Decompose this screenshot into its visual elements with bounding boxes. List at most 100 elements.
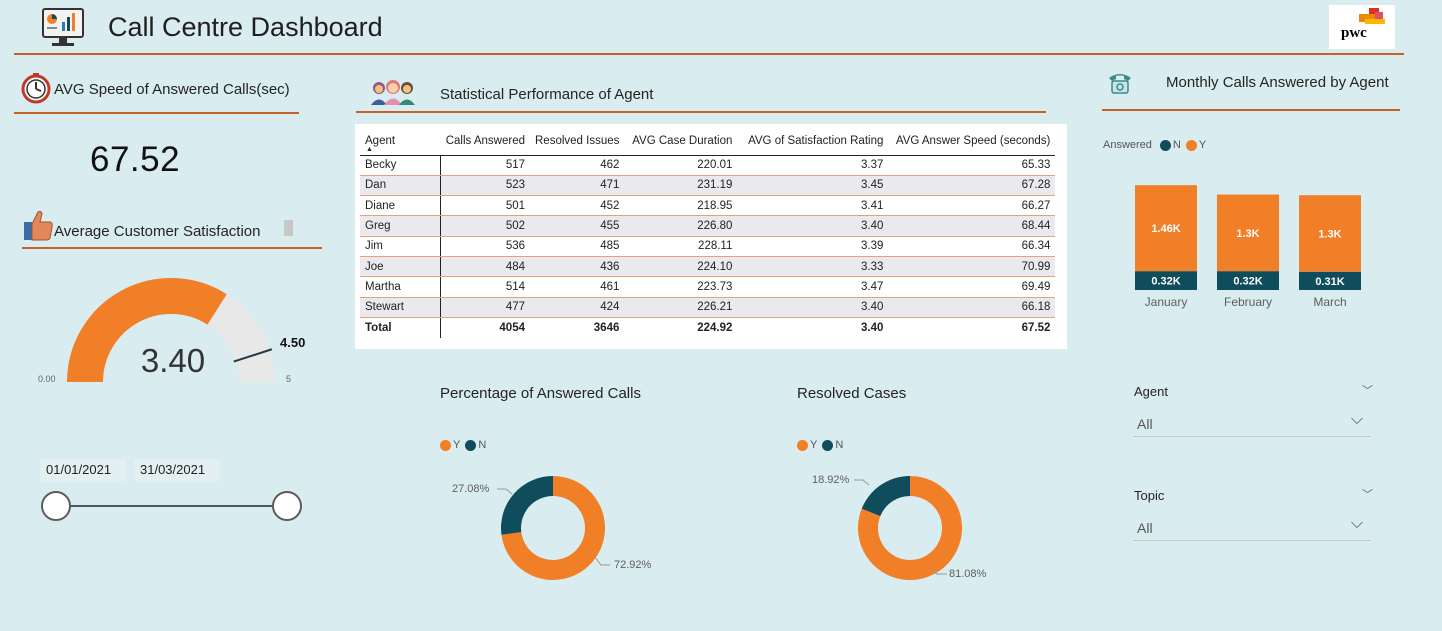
date-start-input[interactable]: 01/01/2021: [40, 459, 126, 481]
leader-line: [854, 479, 870, 486]
chevron-down-icon[interactable]: ﹀: [1362, 489, 1373, 501]
table-cell: Stewart: [360, 297, 441, 318]
date-slider-end-handle[interactable]: [272, 491, 302, 521]
agent-table-title: Statistical Performance of Agent: [440, 86, 654, 103]
telephone-icon: [1106, 68, 1134, 96]
leader-line: [594, 556, 610, 566]
donut-slice-y[interactable]: [858, 476, 962, 580]
table-total-cell: Total: [360, 317, 441, 338]
table-total-row: Total 4054 3646 224.92 3.40 67.52: [360, 317, 1055, 338]
answered-y-pct: 72.92%: [614, 559, 652, 571]
legend-y-dot: [1185, 139, 1197, 151]
donut-slice-n[interactable]: [861, 476, 910, 517]
column-header-avg-satisfaction[interactable]: AVG of Satisfaction Rating: [737, 128, 889, 156]
answered-donut-legend[interactable]: Y N: [440, 439, 486, 451]
table-cell: 471: [530, 175, 625, 197]
date-slider-start-handle[interactable]: [41, 491, 71, 521]
leader-line: [931, 569, 947, 575]
pwc-logo-text: pwc: [1341, 25, 1367, 41]
table-cell: 485: [530, 236, 625, 257]
legend-y-dot: [797, 439, 808, 451]
stopwatch-icon: [20, 72, 52, 104]
table-cell: 477: [440, 297, 530, 318]
bar-n-february[interactable]: [1217, 271, 1279, 290]
table-cell: Jim: [360, 236, 441, 257]
donut-slice-y[interactable]: [501, 476, 605, 580]
column-header-avg-case-duration[interactable]: AVG Case Duration: [624, 128, 738, 156]
bar-n-january[interactable]: [1135, 271, 1197, 290]
gauge-min-label: 0.00: [38, 374, 56, 384]
table-row[interactable]: Jim 536 485 228.11 3.39 66.34: [360, 236, 1056, 257]
monthly-legend[interactable]: Answered N Y: [1103, 139, 1206, 151]
table-cell: Dan: [360, 175, 441, 197]
table-total-cell: 3.40: [860, 321, 884, 334]
table-cell: 66.27: [888, 195, 1056, 217]
resolved-y-pct: 81.08%: [949, 568, 987, 580]
table-row[interactable]: Dan 523 471 231.19 3.45 67.28: [360, 175, 1056, 197]
gauge-value: 3.40: [140, 342, 206, 379]
pwc-logo: pwc: [1329, 5, 1395, 49]
column-header-avg-answer-speed[interactable]: AVG Answer Speed (seconds): [888, 128, 1056, 156]
speed-kpi-value: 67.52: [90, 140, 181, 179]
bar-data-label: 0.32K: [1151, 276, 1180, 288]
table-cell: 231.19: [624, 175, 738, 197]
table-cell: 224.10: [624, 256, 738, 278]
table-cell: 228.11: [624, 236, 738, 257]
table-row[interactable]: Becky 517 462 220.01 3.37 65.33: [360, 155, 1056, 176]
table-cell: 66.18: [888, 297, 1056, 318]
chevron-down-icon[interactable]: ⌵: [1350, 411, 1363, 428]
topic-slicer-title: Topic: [1134, 488, 1165, 503]
x-axis-tick-label: February: [1224, 295, 1272, 309]
table-cell: 226.21: [624, 297, 738, 318]
table-total-cell: 67.52: [1021, 321, 1051, 334]
chevron-down-icon[interactable]: ﹀: [1362, 385, 1373, 397]
legend-n-dot: [465, 439, 477, 451]
table-cell: 436: [530, 256, 625, 278]
agent-slicer-dropdown[interactable]: All ⌵: [1133, 411, 1371, 437]
x-axis-tick-label: January: [1145, 295, 1188, 309]
bar-data-label: 0.32K: [1233, 276, 1262, 288]
table-row[interactable]: Diane 501 452 218.95 3.41 66.27: [360, 195, 1056, 217]
bar-data-label: 0.31K: [1315, 276, 1344, 288]
legend-n-label: N: [1172, 139, 1181, 151]
table-cell: 461: [530, 276, 625, 298]
bar-y-january[interactable]: [1135, 185, 1197, 272]
bar-n-march[interactable]: [1299, 271, 1361, 290]
column-header-resolved-issues[interactable]: Resolved Issues: [530, 128, 625, 156]
thumbs-up-icon: [22, 208, 54, 242]
resolved-donut-title: Resolved Cases: [797, 385, 907, 402]
donut-slice-n[interactable]: [501, 476, 553, 535]
table-row[interactable]: Joe 484 436 224.10 3.33 70.99: [360, 256, 1056, 278]
table-total-cell: 3646: [593, 321, 620, 334]
agent-slicer-title: Agent: [1134, 384, 1168, 399]
table-divider: [356, 111, 1046, 113]
monthly-chart-title: Monthly Calls Answered by Agent: [1166, 74, 1389, 91]
table-row[interactable]: Greg 502 455 226.80 3.40 68.44: [360, 215, 1056, 237]
gauge-target-label: 4.50: [280, 335, 306, 350]
legend-n-label: N: [478, 439, 487, 451]
table-row[interactable]: Stewart 477 424 226.21 3.40 66.18: [360, 297, 1056, 318]
table-cell: 455: [530, 215, 625, 237]
agents-group-icon: [370, 78, 416, 106]
topic-slicer-dropdown[interactable]: All ⌵: [1133, 515, 1371, 541]
header-divider: [14, 53, 1404, 55]
date-slider-track[interactable]: [56, 505, 288, 507]
table-header-row: Agent Calls Answered Resolved Issues AVG…: [360, 128, 1056, 156]
table-cell: 70.99: [888, 256, 1056, 278]
bar-y-february[interactable]: [1217, 194, 1279, 272]
chevron-down-icon[interactable]: ⌵: [1350, 515, 1363, 532]
column-header-calls-answered[interactable]: Calls Answered: [440, 128, 530, 156]
column-header-agent[interactable]: Agent: [360, 128, 440, 156]
gauge-fill: [67, 278, 227, 383]
table-cell: 3.39: [737, 236, 889, 257]
table-cell: 501: [440, 195, 530, 217]
bar-y-march[interactable]: [1299, 195, 1361, 272]
table-cell: 3.40: [737, 297, 889, 318]
date-end-input[interactable]: 31/03/2021: [134, 459, 220, 481]
resolved-donut-legend[interactable]: Y N: [797, 439, 843, 451]
table-cell: 65.33: [888, 155, 1056, 176]
sort-ascending-icon[interactable]: ▲: [366, 146, 373, 153]
scrollbar-thumb[interactable]: [284, 220, 293, 236]
resolved-n-pct: 18.92%: [812, 474, 850, 486]
table-row[interactable]: Martha 514 461 223.73 3.47 69.49: [360, 276, 1056, 298]
